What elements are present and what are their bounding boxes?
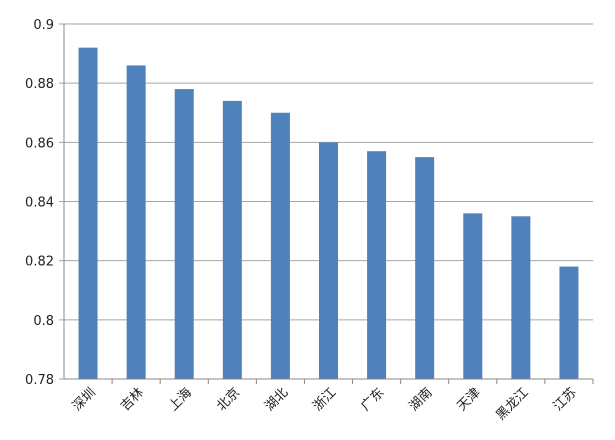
x-tick-label: 湖南 — [406, 385, 436, 415]
x-tick-label: 广东 — [358, 385, 387, 414]
bar-北京 — [222, 100, 242, 380]
bar-广东 — [367, 151, 387, 379]
bar-浙江 — [319, 142, 338, 379]
x-tick-label: 江苏 — [550, 385, 580, 415]
bar-天津 — [463, 213, 483, 379]
bar-江苏 — [559, 266, 579, 379]
y-tick-label: 0.78 — [25, 373, 54, 388]
x-tick-label: 吉林 — [118, 385, 147, 414]
x-tick-label: 北京 — [214, 385, 243, 414]
bar-上海 — [174, 89, 194, 379]
x-tick-label: 湖北 — [262, 385, 291, 414]
x-tick-label: 浙江 — [310, 385, 339, 414]
y-tick-label: 0.88 — [25, 77, 54, 92]
y-tick-label: 0.8 — [33, 314, 54, 329]
bar-吉林 — [126, 65, 146, 380]
y-tick-label: 0.82 — [25, 255, 54, 270]
x-tick-label: 上海 — [166, 385, 195, 414]
bar-黑龙江 — [511, 216, 531, 379]
bar-湖北 — [270, 112, 290, 379]
bar-湖南 — [415, 157, 435, 379]
x-tick-label: 黑龙江 — [493, 385, 531, 423]
x-tick-label: 天津 — [455, 385, 484, 414]
y-tick-label: 0.86 — [25, 136, 54, 151]
x-tick-label: 深圳 — [70, 385, 99, 414]
y-tick-label: 0.84 — [25, 196, 54, 211]
bar-深圳 — [78, 47, 98, 380]
y-tick-label: 0.9 — [33, 18, 54, 33]
